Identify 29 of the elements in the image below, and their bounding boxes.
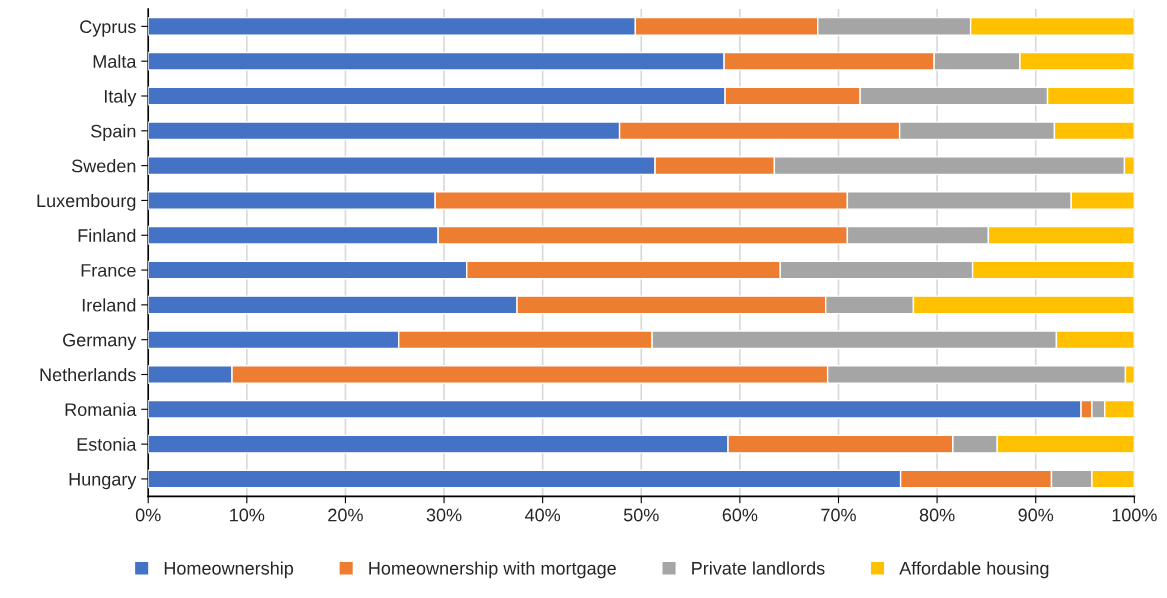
y-tick-label: Germany (63, 333, 137, 350)
y-tick-label: Ireland (82, 298, 136, 312)
x-tick-label: 40% (525, 508, 561, 522)
y-tick-label: Hungary (69, 473, 137, 490)
x-tick-label: 10% (230, 508, 265, 522)
x-tick-label: 100% (1112, 508, 1157, 522)
legend-label: Homeownership with mortgage (369, 561, 616, 579)
y-tick-label: Estonia (77, 437, 137, 451)
y-tick-label: Italy (104, 89, 137, 107)
x-tick-label: 0% (135, 508, 161, 522)
x-tick-label: 30% (426, 508, 462, 522)
y-tick-label: Cyprus (80, 20, 136, 37)
legend-label: Affordable housing (899, 561, 1049, 579)
x-tick-label: 80% (919, 508, 955, 522)
y-tick-label: Sweden (71, 159, 136, 173)
legend-label: Private landlords (692, 561, 825, 575)
y-tick-label: Luxembourg (37, 193, 136, 211)
y-tick-label: France (81, 264, 136, 277)
y-tick-label: Romania (65, 402, 137, 417)
y-tick-label: Malta (93, 54, 137, 68)
y-tick-label: Finland (78, 228, 136, 242)
x-tick-label: 50% (623, 508, 659, 522)
legend-label: Homeownership (164, 561, 294, 579)
x-tick-label: 70% (821, 508, 856, 522)
y-tick-label: Spain (91, 124, 136, 142)
y-tick-label: Netherlands (40, 367, 136, 382)
x-tick-label: 90% (1018, 508, 1054, 522)
x-tick-label: 60% (722, 508, 758, 522)
x-tick-label: 20% (328, 508, 363, 522)
